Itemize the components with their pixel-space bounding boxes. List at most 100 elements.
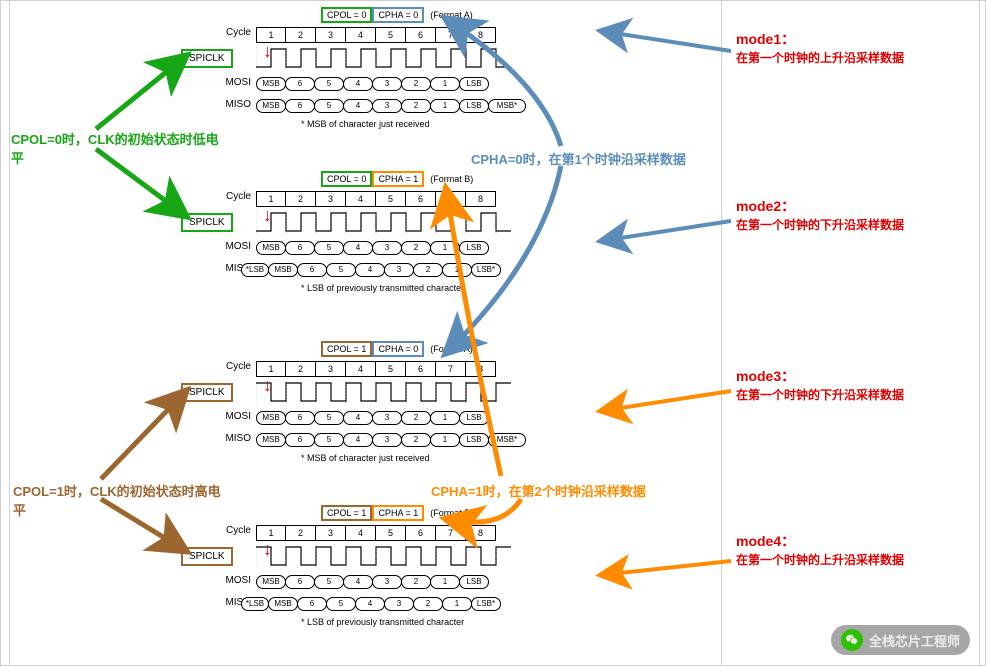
diagram-footnote: * MSB of character just received — [301, 119, 430, 129]
mosi-label: MOSI — [191, 575, 251, 586]
mosi-label: MOSI — [191, 241, 251, 252]
format-label: (Format A) — [430, 10, 473, 20]
miso-cell: 4 — [355, 263, 385, 277]
cycle-label: Cycle — [191, 191, 251, 202]
annotation-cpol1: CPOL=1时，CLK的初始状态时高电平 — [13, 481, 233, 519]
cpol-box: CPOL = 0 — [321, 7, 372, 23]
mode-annotation-1: mode1：在第一个时钟的上升沿采样数据 — [736, 29, 976, 66]
mosi-cell: 3 — [372, 241, 402, 255]
cycle-cell: 7 — [436, 27, 466, 43]
timing-diagram-4: CPOL = 1CPHA = 1(Format B)Cycle12345678S… — [201, 505, 581, 635]
cycle-cell: 5 — [376, 525, 406, 541]
cycle-cell: 4 — [346, 191, 376, 207]
cpol-box: CPOL = 1 — [321, 505, 372, 521]
cpol-box: CPOL = 0 — [321, 171, 372, 187]
diagram-footnote: * LSB of previously transmitted characte… — [301, 617, 464, 627]
mosi-cell: MSB — [256, 241, 286, 255]
spiclk-waveform — [256, 211, 516, 235]
mosi-cell: 4 — [343, 575, 373, 589]
miso-row: *LSBMSB654321LSB* — [241, 263, 500, 277]
cycle-cell: 3 — [316, 27, 346, 43]
guide-line — [721, 1, 722, 665]
miso-cell: 5 — [326, 263, 356, 277]
mosi-cell: 3 — [372, 77, 402, 91]
miso-cell: 3 — [384, 597, 414, 611]
miso-cell: MSB — [268, 263, 298, 277]
format-label: (Format B) — [430, 174, 473, 184]
mode-desc: 在第一个时钟的上升沿采样数据 — [736, 49, 976, 66]
sample-arrow-icon: ↓ — [263, 375, 272, 396]
mosi-cell: 6 — [285, 77, 315, 91]
cycle-cell: 6 — [406, 27, 436, 43]
cpha-box: CPHA = 0 — [372, 341, 424, 357]
format-label: (Format B) — [430, 508, 473, 518]
miso-cell: 2 — [413, 597, 443, 611]
miso-cell: 6 — [297, 263, 327, 277]
mode-title: mode4： — [736, 531, 976, 551]
mosi-cell: 1 — [430, 241, 460, 255]
cycle-cell: 8 — [466, 361, 496, 377]
sample-arrow-icon: ↓ — [263, 205, 272, 226]
timing-diagram-3: CPOL = 1CPHA = 0(Format A)Cycle12345678S… — [201, 341, 581, 471]
cycle-cell: 2 — [286, 27, 316, 43]
cpha-box: CPHA = 1 — [372, 505, 424, 521]
wechat-text: 全栈芯片工程师 — [869, 631, 960, 650]
mosi-cell: MSB — [256, 77, 286, 91]
miso-pre-cell: *LSB — [241, 597, 269, 611]
miso-cell: MSB — [256, 433, 286, 447]
cycle-cell: 5 — [376, 191, 406, 207]
mosi-cell: 6 — [285, 575, 315, 589]
mosi-cell: 1 — [430, 411, 460, 425]
miso-row: MSB654321LSBMSB* — [256, 99, 525, 113]
format-header: CPOL = 0CPHA = 0(Format A) — [321, 7, 473, 23]
timing-diagram-1: CPOL = 0CPHA = 0(Format A)Cycle12345678S… — [201, 7, 581, 137]
cycle-cell: 8 — [466, 525, 496, 541]
spiclk-box: SPICLK — [181, 383, 233, 402]
format-label: (Format A) — [430, 344, 473, 354]
mode-desc: 在第一个时钟的下升沿采样数据 — [736, 386, 976, 403]
diagram-footnote: * MSB of character just received — [301, 453, 430, 463]
mosi-cell: LSB — [459, 411, 489, 425]
cycle-row: 12345678 — [256, 361, 496, 377]
cycle-row: 12345678 — [256, 27, 496, 43]
sample-arrow-icon: ↓ — [263, 41, 272, 62]
miso-cell: 3 — [372, 433, 402, 447]
mosi-cell: 2 — [401, 411, 431, 425]
mosi-cell: 4 — [343, 241, 373, 255]
cycle-cell: 6 — [406, 191, 436, 207]
cycle-cell: 5 — [376, 27, 406, 43]
mosi-cell: 5 — [314, 575, 344, 589]
cycle-cell: 7 — [436, 525, 466, 541]
sample-arrow-icon: ↓ — [263, 539, 272, 560]
cycle-cell: 2 — [286, 191, 316, 207]
cycle-cell: 7 — [436, 361, 466, 377]
spiclk-box: SPICLK — [181, 213, 233, 232]
miso-cell: 4 — [343, 99, 373, 113]
miso-cell: 5 — [314, 433, 344, 447]
cycle-cell: 6 — [406, 525, 436, 541]
miso-cell: 1 — [442, 263, 472, 277]
mosi-cell: 6 — [285, 241, 315, 255]
mosi-cell: 4 — [343, 77, 373, 91]
mosi-cell: 5 — [314, 411, 344, 425]
wechat-icon — [841, 629, 863, 651]
cycle-cell: 3 — [316, 191, 346, 207]
mosi-row: MSB654321LSB — [256, 241, 488, 255]
cpol-box: CPOL = 1 — [321, 341, 372, 357]
mosi-label: MOSI — [191, 77, 251, 88]
spiclk-waveform — [256, 545, 516, 569]
mosi-cell: LSB — [459, 241, 489, 255]
guide-line — [9, 1, 10, 665]
miso-cell: 1 — [430, 433, 460, 447]
mode-desc: 在第一个时钟的下升沿采样数据 — [736, 216, 976, 233]
cycle-cell: 3 — [316, 525, 346, 541]
spiclk-box: SPICLK — [181, 49, 233, 68]
mosi-cell: 3 — [372, 575, 402, 589]
miso-cell: 1 — [430, 99, 460, 113]
diagram-footnote: * LSB of previously transmitted characte… — [301, 283, 464, 293]
miso-cell: 3 — [384, 263, 414, 277]
miso-cell: MSB* — [488, 99, 526, 113]
mosi-cell: 3 — [372, 411, 402, 425]
miso-label: MISO — [191, 99, 251, 110]
mode-title: mode3： — [736, 366, 976, 386]
